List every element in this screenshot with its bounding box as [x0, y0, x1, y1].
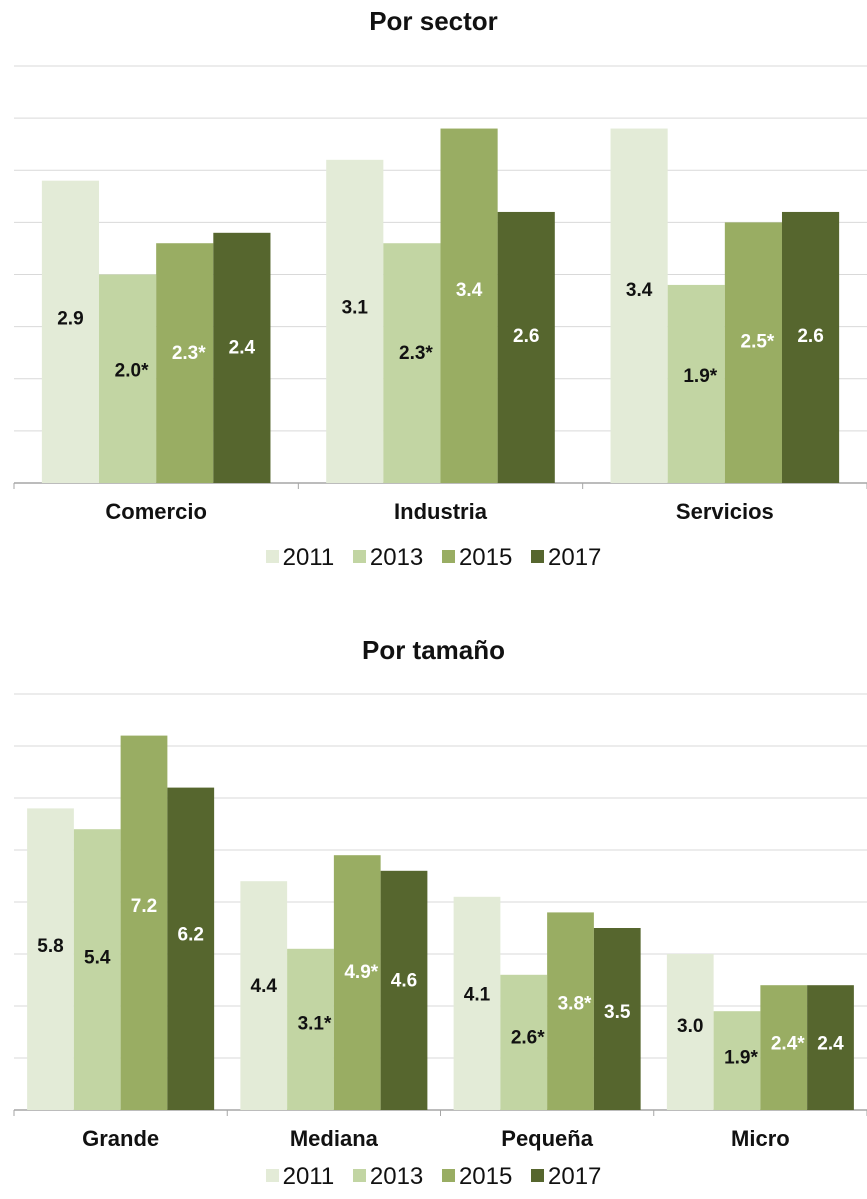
chart-title-size: Por tamaño: [361, 635, 506, 665]
sector-chart: Por sector 2.9 2.0* 2.3* 2.4 Comercio 3.1 2.3*…: [0, 6, 867, 572]
size-chart-plot: 5.8 5.4 7.2 6.2 Grande 4.4 3.1* 4.9* 4.6 Mediana 4…: [13, 693, 867, 1151]
legend-label-2011: 2011: [282, 1163, 335, 1190]
bar-micro-2011: [666, 954, 714, 1110]
legend-swatch-2011: [265, 550, 279, 564]
bar-servicios-2011: [610, 128, 668, 484]
bar-industria-2017: [497, 211, 555, 483]
legend-label-2017: 2017: [548, 544, 602, 571]
category-label-comercio: Comercio: [105, 499, 206, 524]
bar-comercio-2015: [156, 243, 214, 483]
data-label-mediana-2017: 4.6: [391, 970, 417, 991]
legend-label-2017: 2017: [548, 1163, 602, 1190]
bar-pequena-2015: [547, 912, 594, 1110]
data-label-grande-2011: 5.8: [37, 936, 63, 957]
data-label-micro-2013: 1.9*: [724, 1048, 758, 1069]
legend-item-2011: 2011: [265, 544, 335, 572]
bar-mediana-2013: [287, 948, 334, 1110]
bar-industria-2015: [440, 128, 498, 484]
data-label-mediana-2013: 3.1*: [298, 1013, 332, 1034]
bar-mediana-2015: [333, 855, 381, 1110]
bar-comercio-2011: [41, 180, 100, 484]
bar-pequena-2017: [593, 928, 641, 1110]
bar-mediana-2017: [380, 870, 428, 1110]
legend-swatch-2017: [531, 1169, 544, 1183]
category-label-grande: Grande: [82, 1126, 159, 1151]
bar-grande-2015: [120, 735, 168, 1110]
data-label-micro-2011: 3.0: [677, 1016, 703, 1037]
legend-swatch-2017: [531, 550, 544, 564]
data-label-pequena-2017: 3.5: [604, 1002, 631, 1023]
data-label-servicios-2017: 2.6: [797, 326, 823, 347]
legend-label-2013: 2013: [369, 544, 424, 571]
legend-sector: 2011 2013 2015 2017: [0, 544, 867, 572]
category-label-industria: Industria: [394, 499, 488, 524]
data-label-servicios-2013: 1.9*: [683, 366, 717, 387]
bar-comercio-2017: [213, 232, 271, 483]
legend-swatch-2015: [441, 1169, 455, 1183]
data-label-comercio-2011: 2.9: [57, 309, 83, 330]
bar-servicios-2015: [724, 222, 782, 483]
data-label-micro-2015: 2.4*: [771, 1033, 805, 1054]
bar-servicios-2013: [667, 284, 725, 483]
legend-label-2015: 2015: [458, 1163, 513, 1190]
category-label-mediana: Mediana: [290, 1126, 379, 1151]
data-label-comercio-2017: 2.4: [229, 337, 256, 358]
bar-micro-2015: [760, 985, 808, 1110]
legend-item-2015: 2015: [441, 1163, 513, 1191]
bar-micro-2013: [713, 1011, 761, 1110]
bar-industria-2013: [383, 243, 441, 483]
data-label-mediana-2015: 4.9*: [344, 962, 378, 983]
bar-servicios-2017: [781, 211, 840, 483]
data-label-industria-2013: 2.3*: [399, 343, 433, 364]
data-label-comercio-2015: 2.3*: [172, 343, 206, 364]
legend-item-2015: 2015: [441, 544, 513, 572]
legend-item-2011: 2011: [265, 1163, 335, 1191]
legend-item-2013: 2013: [352, 1163, 424, 1191]
legend-size: 2011 2013 2015 2017: [0, 1163, 867, 1191]
size-chart: Por tamaño 5.8 5.4 7.2 6.2 Grande 4.4 3.1* 4.9*…: [0, 600, 867, 1199]
data-label-grande-2015: 7.2: [131, 896, 157, 917]
data-label-industria-2017: 2.6: [513, 326, 539, 347]
bar-mediana-2011: [240, 881, 288, 1110]
data-label-mediana-2011: 4.4: [251, 976, 278, 997]
legend-swatch-2013: [352, 550, 366, 564]
category-label-pequena: Pequeña: [501, 1126, 593, 1151]
bar-grande-2017: [167, 787, 215, 1110]
legend-label-2011: 2011: [282, 544, 335, 571]
bar-grande-2013: [73, 829, 121, 1110]
data-label-pequena-2011: 4.1: [464, 985, 491, 1006]
category-label-micro: Micro: [731, 1126, 790, 1151]
data-label-industria-2011: 3.1: [342, 297, 369, 318]
bar-industria-2011: [326, 159, 384, 483]
legend-label-2013: 2013: [369, 1163, 424, 1190]
data-label-servicios-2015: 2.5*: [741, 332, 775, 353]
bar-pequena-2011: [453, 896, 501, 1110]
chart-title-sector: Por sector: [369, 6, 498, 36]
legend-swatch-2013: [352, 1169, 366, 1183]
data-label-pequena-2015: 3.8*: [558, 993, 592, 1014]
bar-micro-2017: [807, 985, 854, 1110]
legend-swatch-2015: [441, 550, 455, 564]
data-label-comercio-2013: 2.0*: [115, 360, 149, 381]
legend-item-2017: 2017: [531, 1163, 601, 1191]
legend-item-2013: 2013: [352, 544, 424, 572]
data-label-servicios-2011: 3.4: [626, 280, 653, 301]
data-label-micro-2017: 2.4: [817, 1033, 844, 1054]
legend-swatch-2011: [265, 1169, 279, 1183]
data-label-grande-2017: 6.2: [178, 925, 204, 946]
sector-chart-plot: 2.9 2.0* 2.3* 2.4 Comercio 3.1 2.3* 3.4 2.6 Indus…: [13, 65, 867, 524]
legend-item-2017: 2017: [531, 544, 601, 572]
data-label-industria-2015: 3.4: [456, 280, 483, 301]
bar-grande-2011: [27, 808, 74, 1110]
bar-comercio-2013: [99, 274, 157, 483]
data-label-pequena-2013: 2.6*: [511, 1028, 545, 1049]
legend-label-2015: 2015: [458, 544, 513, 571]
data-label-grande-2013: 5.4: [84, 948, 111, 969]
category-label-servicios: Servicios: [676, 499, 774, 524]
bar-pequena-2013: [500, 974, 548, 1110]
